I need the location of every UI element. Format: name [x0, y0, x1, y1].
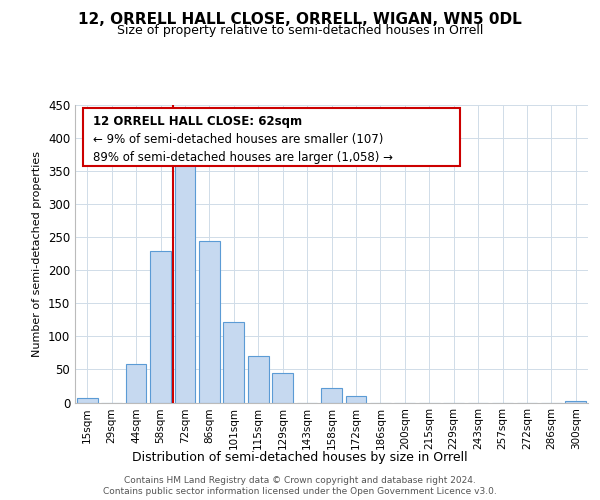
Y-axis label: Number of semi-detached properties: Number of semi-detached properties	[32, 151, 43, 357]
Bar	[150, 251, 171, 402]
Bar	[175, 154, 196, 402]
Bar	[248, 356, 269, 403]
Bar	[223, 322, 244, 402]
Bar	[346, 396, 367, 402]
Text: 12 ORRELL HALL CLOSE: 62sqm: 12 ORRELL HALL CLOSE: 62sqm	[93, 116, 302, 128]
Bar	[272, 373, 293, 402]
Text: 89% of semi-detached houses are larger (1,058) →: 89% of semi-detached houses are larger (…	[93, 151, 393, 164]
Bar	[125, 364, 146, 403]
Text: Distribution of semi-detached houses by size in Orrell: Distribution of semi-detached houses by …	[132, 451, 468, 464]
Text: 12, ORRELL HALL CLOSE, ORRELL, WIGAN, WN5 0DL: 12, ORRELL HALL CLOSE, ORRELL, WIGAN, WN…	[78, 12, 522, 28]
Text: Size of property relative to semi-detached houses in Orrell: Size of property relative to semi-detach…	[117, 24, 483, 37]
Bar	[199, 240, 220, 402]
Bar	[565, 401, 586, 402]
FancyBboxPatch shape	[83, 108, 460, 166]
Text: ← 9% of semi-detached houses are smaller (107): ← 9% of semi-detached houses are smaller…	[93, 132, 383, 145]
Text: Contains HM Land Registry data © Crown copyright and database right 2024.: Contains HM Land Registry data © Crown c…	[124, 476, 476, 485]
Bar	[77, 398, 98, 402]
Bar	[321, 388, 342, 402]
Text: Contains public sector information licensed under the Open Government Licence v3: Contains public sector information licen…	[103, 487, 497, 496]
